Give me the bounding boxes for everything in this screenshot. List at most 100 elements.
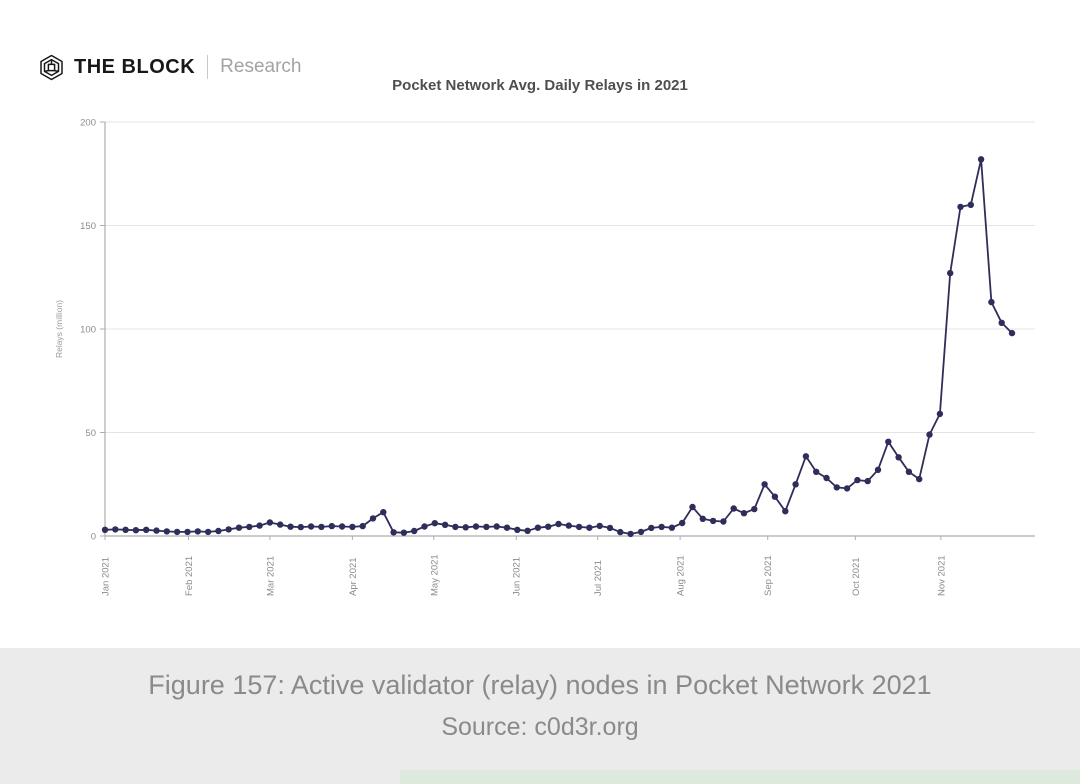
data-point-marker (905, 468, 913, 475)
data-point-marker (977, 156, 985, 163)
data-point-marker (204, 528, 212, 536)
data-point-marker (627, 530, 634, 538)
x-tick-label: Apr 2021 (348, 557, 359, 596)
the-block-research-logo: THE BLOCK Research (38, 52, 302, 82)
data-point-marker (792, 481, 799, 488)
data-point-marker (246, 523, 253, 531)
data-point-marker (411, 527, 418, 535)
data-point-marker (462, 524, 469, 531)
x-tick-label: Jun 2021 (512, 557, 523, 596)
data-point-marker (101, 526, 109, 533)
data-point-marker (637, 528, 645, 536)
data-point-marker (225, 526, 232, 533)
data-point-marker (493, 523, 500, 530)
data-point-marker (112, 526, 119, 533)
figure-caption: Figure 157: Active validator (relay) nod… (148, 670, 932, 700)
relay-line-chart: 0 50 100 150 200 Jan 2021 Feb 2021 Mar 2021 Apr … (54, 118, 1035, 596)
data-point-marker (648, 524, 655, 532)
x-tick-label: Sep 2021 (763, 555, 774, 596)
relay-series-line (104, 158, 1013, 535)
data-point-marker (215, 527, 222, 535)
data-point-marker (874, 466, 882, 473)
data-point-marker (668, 524, 676, 531)
data-point-marker (751, 505, 758, 513)
data-point-marker (452, 523, 459, 531)
data-point-marker (472, 523, 480, 530)
data-point-marker (534, 524, 542, 531)
x-tick-label: Jul 2021 (593, 560, 604, 596)
x-tick-label: May 2021 (429, 554, 440, 596)
data-point-marker (658, 523, 665, 531)
data-point-marker (606, 524, 614, 532)
data-point-marker (555, 520, 562, 528)
y-tick-label: 150 (80, 221, 96, 232)
data-point-marker (380, 509, 387, 516)
data-point-marker (349, 523, 356, 531)
data-point-marker (895, 454, 902, 461)
data-point-marker (514, 526, 521, 533)
data-point-marker (771, 493, 779, 500)
chart-title: Pocket Network Avg. Daily Relays in 2021 (392, 77, 688, 94)
data-point-marker (390, 529, 397, 536)
bottom-strip (400, 770, 1080, 784)
data-point-marker (988, 298, 995, 306)
x-tick-label: Oct 2021 (851, 557, 862, 596)
data-point-marker (421, 523, 428, 530)
data-point-marker (709, 517, 717, 525)
data-point-marker (998, 319, 1005, 326)
x-tick-label: Feb 2021 (184, 556, 195, 596)
data-point-marker (947, 269, 954, 277)
data-point-marker (813, 468, 820, 475)
data-point-marker (617, 528, 624, 536)
data-point-marker (483, 523, 490, 531)
data-point-marker (782, 508, 789, 515)
caption-band: Figure 157: Active validator (relay) nod… (0, 648, 1080, 784)
logo-sub-text: Research (220, 56, 302, 77)
data-point-marker (277, 521, 284, 528)
data-point-marker (153, 527, 160, 534)
data-point-marker (431, 520, 438, 527)
data-point-marker (864, 477, 871, 485)
data-point-marker (184, 528, 191, 536)
data-point-marker (885, 438, 892, 445)
x-tick-label: Aug 2021 (676, 555, 687, 596)
data-point-marker (194, 528, 201, 535)
data-point-marker (967, 201, 974, 208)
data-point-marker (503, 524, 511, 531)
block-cube-logo-icon (40, 54, 63, 80)
data-point-marker (297, 523, 304, 531)
data-point-marker (338, 523, 346, 530)
figure-card: THE BLOCK Research Pocket Network Avg. D… (0, 0, 1080, 648)
y-tick-label: 50 (85, 428, 96, 439)
data-point-marker (132, 527, 140, 534)
data-point-marker (802, 453, 810, 460)
logo-brand-text: THE BLOCK (74, 55, 196, 78)
data-point-marker (287, 523, 294, 530)
data-point-marker (596, 522, 603, 530)
y-tick-label: 200 (80, 118, 96, 129)
data-point-marker (575, 523, 583, 531)
data-point-marker (163, 528, 170, 535)
x-tick-label: Mar 2021 (265, 556, 276, 596)
data-point-marker (916, 475, 923, 483)
x-tick-label: Jan 2021 (101, 557, 112, 596)
x-tick-label: Nov 2021 (936, 555, 947, 596)
data-point-marker (761, 481, 768, 488)
y-tick-label: 0 (91, 532, 96, 543)
y-tick-label: 100 (80, 325, 96, 336)
data-point-marker (936, 410, 944, 418)
data-point-marker (854, 476, 861, 484)
data-point-marker (359, 522, 366, 530)
data-point-marker (256, 522, 263, 529)
data-point-marker (400, 529, 408, 536)
data-point-marker (266, 519, 274, 526)
figure-source: Source: c0d3r.org (441, 713, 639, 741)
data-point-marker (740, 510, 748, 517)
data-point-marker (679, 519, 686, 527)
data-point-marker (173, 528, 181, 536)
data-point-marker (823, 474, 830, 482)
data-point-marker (699, 515, 706, 522)
data-point-marker (369, 515, 377, 522)
data-point-marker (843, 485, 851, 492)
data-point-marker (586, 524, 593, 531)
